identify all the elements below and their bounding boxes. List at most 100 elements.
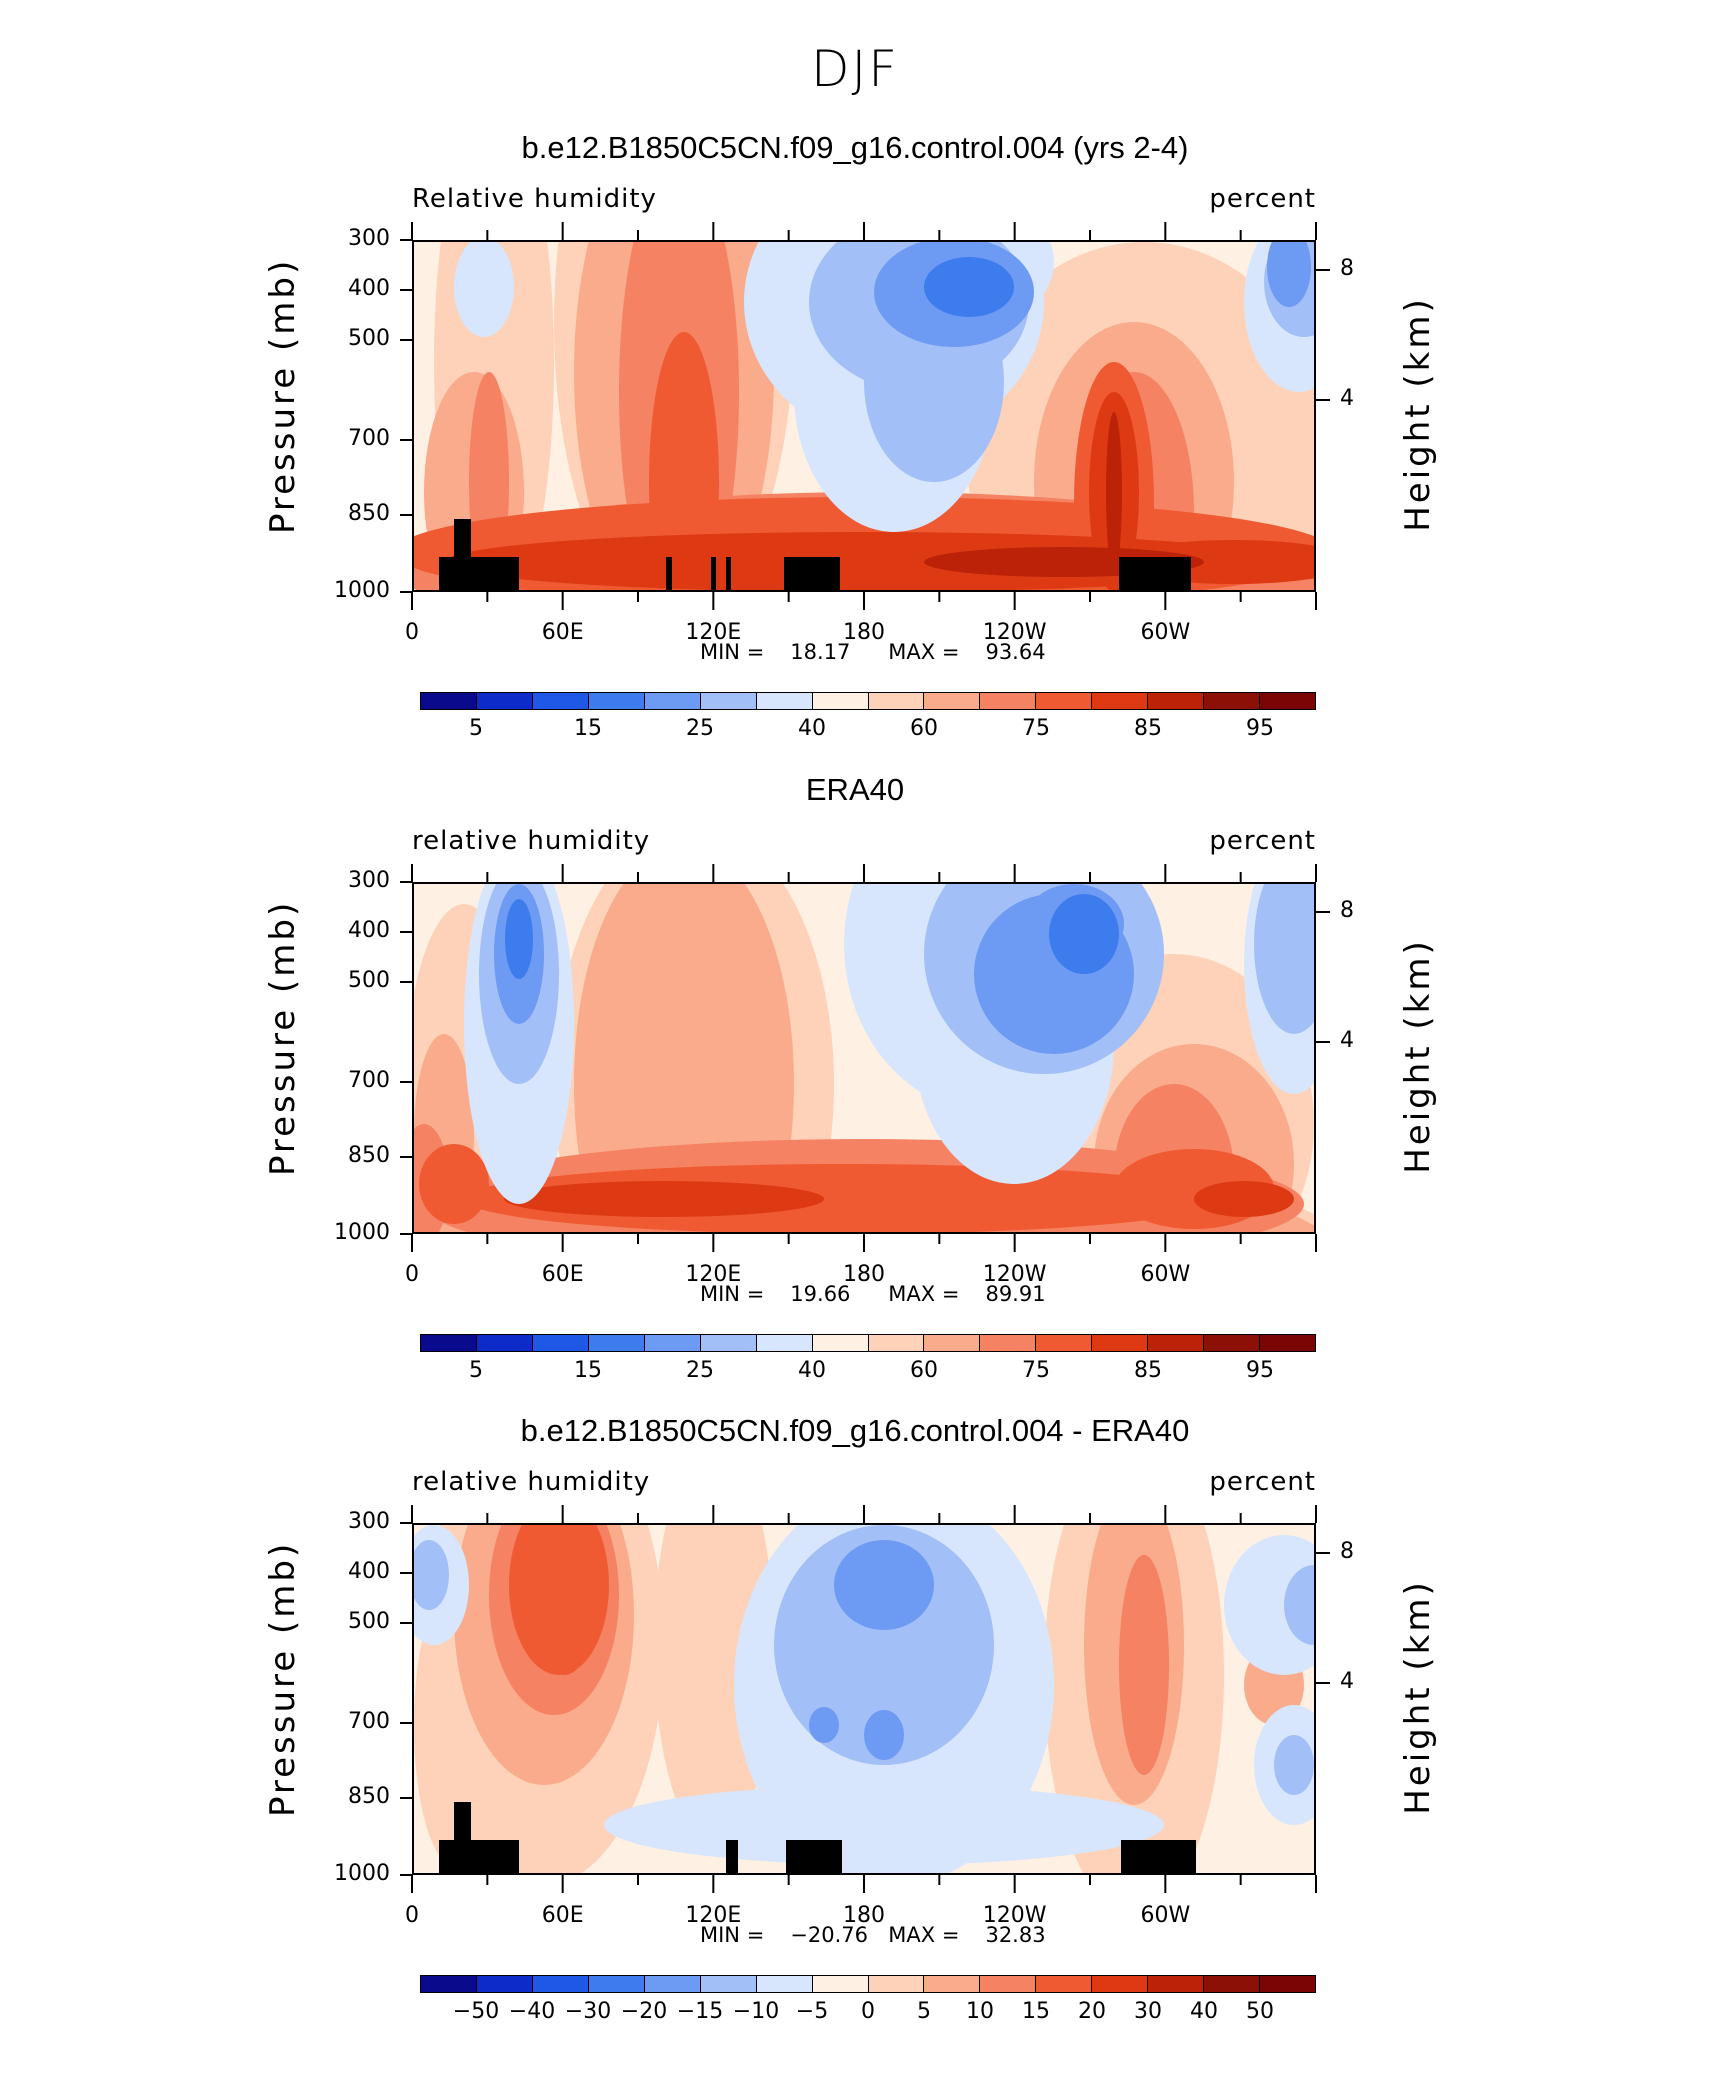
lon-tick-label: 60E [541,620,584,645]
colorbar-swatch [700,693,757,709]
pressure-tick-label: 850 [348,1784,390,1809]
colorbar-label: 5 [469,716,483,741]
colorbar-swatch [532,1335,589,1351]
variable-label: relative humidity [412,1467,651,1497]
lon-tick-label: 120W [982,1262,1047,1287]
colorbar-swatch [532,1976,589,1992]
pressure-tick-label: 700 [348,1709,390,1734]
pressure-tick-label: 400 [348,918,390,943]
lon-tick-label: 120W [982,1903,1047,1928]
max-label: MAX = [888,640,960,664]
colorbar-label: 30 [1134,1999,1162,2024]
contour-field [414,1525,1314,1873]
contour-level-5 [504,1181,1294,1217]
y-axis-title: Pressure (mb) [263,257,303,534]
units-label: percent [1209,1467,1316,1497]
pressure-tick-label: 850 [348,1143,390,1168]
lon-tick-label: 180 [843,1903,885,1928]
colorbar-swatch [924,1976,981,1992]
contour-level-4 [509,1525,609,1675]
y-axis-title-right: Height (km) [1398,938,1438,1174]
colorbar-label: −20 [620,1999,668,2024]
panel-3: b.e12.B1850C5CN.f09_g16.control.004 - ER… [0,1283,1710,2024]
height-tick-label: 4 [1340,1028,1354,1053]
topography-mask [1119,557,1191,590]
colorbar-label: −15 [676,1999,724,2024]
topography-mask [1121,1840,1196,1873]
colorbar-swatch [476,1335,533,1351]
pressure-tick-label: 850 [348,501,390,526]
lon-tick-label: 0 [405,1903,419,1928]
colorbar-label: 85 [1134,716,1162,741]
colorbar-label: −5 [795,1999,829,2024]
lon-tick-label: 120E [685,1262,742,1287]
colorbar-swatch [588,1976,645,1992]
variable-label: Relative humidity [412,184,657,214]
colorbar-swatch [1260,1976,1315,1992]
colorbar-swatch [1260,1335,1315,1351]
pressure-tick-label: 500 [348,326,390,351]
colorbar-label: 25 [686,1358,714,1383]
contour-field [414,242,1314,590]
colorbar-swatch [1204,1976,1261,1992]
colorbar-swatch [700,1976,757,1992]
colorbar-label: 50 [1246,1999,1274,2024]
colorbar-label: −10 [732,1999,780,2024]
lon-tick-label: 60W [1140,1903,1191,1928]
colorbar-swatch [421,693,477,709]
topography-mask [484,1840,519,1873]
colorbar-label: −30 [564,1999,612,2024]
colorbar-swatch [812,1335,869,1351]
lon-tick-label: 120W [982,620,1047,645]
colorbar-swatch [1092,693,1149,709]
height-tick-label: 8 [1340,256,1354,281]
colorbar-swatch [868,693,925,709]
colorbar-label: 75 [1022,1358,1050,1383]
colorbar-swatch [644,1976,701,1992]
colorbar-swatch [1036,1976,1093,1992]
y-axis-title-right: Height (km) [1398,296,1438,532]
lon-tick-label: 120E [685,1903,742,1928]
colorbar-swatch [1148,1335,1205,1351]
colorbar-swatch [1092,1976,1149,1992]
topography-mask [726,557,731,590]
min-label: MIN = [700,1923,765,1947]
colorbar-swatch [980,1335,1037,1351]
contour-plot [412,1523,1316,1875]
colorbar-label: 15 [1022,1999,1050,2024]
contour-plot [412,882,1316,1234]
contour-level-10 [924,257,1014,317]
colorbar-label: 95 [1246,716,1274,741]
topography-mask [439,1840,484,1873]
lon-tick-label: 0 [405,1262,419,1287]
colorbar-label: 60 [910,1358,938,1383]
pressure-tick-label: 700 [348,426,390,451]
colorbar-label: 0 [861,1999,875,2024]
colorbar-swatch [476,693,533,709]
max-label: MAX = [888,1923,960,1947]
colorbar-swatch [1204,1335,1261,1351]
colorbar-swatch [980,693,1037,709]
colorbar-swatch [924,1335,981,1351]
min-max-readout: MIN = −20.76 MAX = 32.83 [700,1923,1046,1947]
min-label: MIN = [700,1282,765,1306]
contour-level-6 [414,1525,1314,1795]
lon-tick-label: 180 [843,1262,885,1287]
pressure-tick-label: 400 [348,1559,390,1584]
colorbar-swatch [1092,1335,1149,1351]
units-label: percent [1209,826,1316,856]
colorbar [420,692,1316,710]
lon-tick-label: 60W [1140,1262,1191,1287]
height-tick-label: 8 [1340,1539,1354,1564]
colorbar-swatch [1260,693,1315,709]
lon-tick-label: 180 [843,620,885,645]
colorbar-swatch [756,1335,813,1351]
colorbar-swatch [421,1335,477,1351]
height-tick-label: 4 [1340,1669,1354,1694]
colorbar-label: 40 [798,1358,826,1383]
pressure-tick-label: 1000 [334,578,390,603]
colorbar-swatch [812,693,869,709]
lon-tick-label: 0 [405,620,419,645]
max-value: 93.64 [985,640,1046,664]
colorbar-swatch [980,1976,1037,1992]
